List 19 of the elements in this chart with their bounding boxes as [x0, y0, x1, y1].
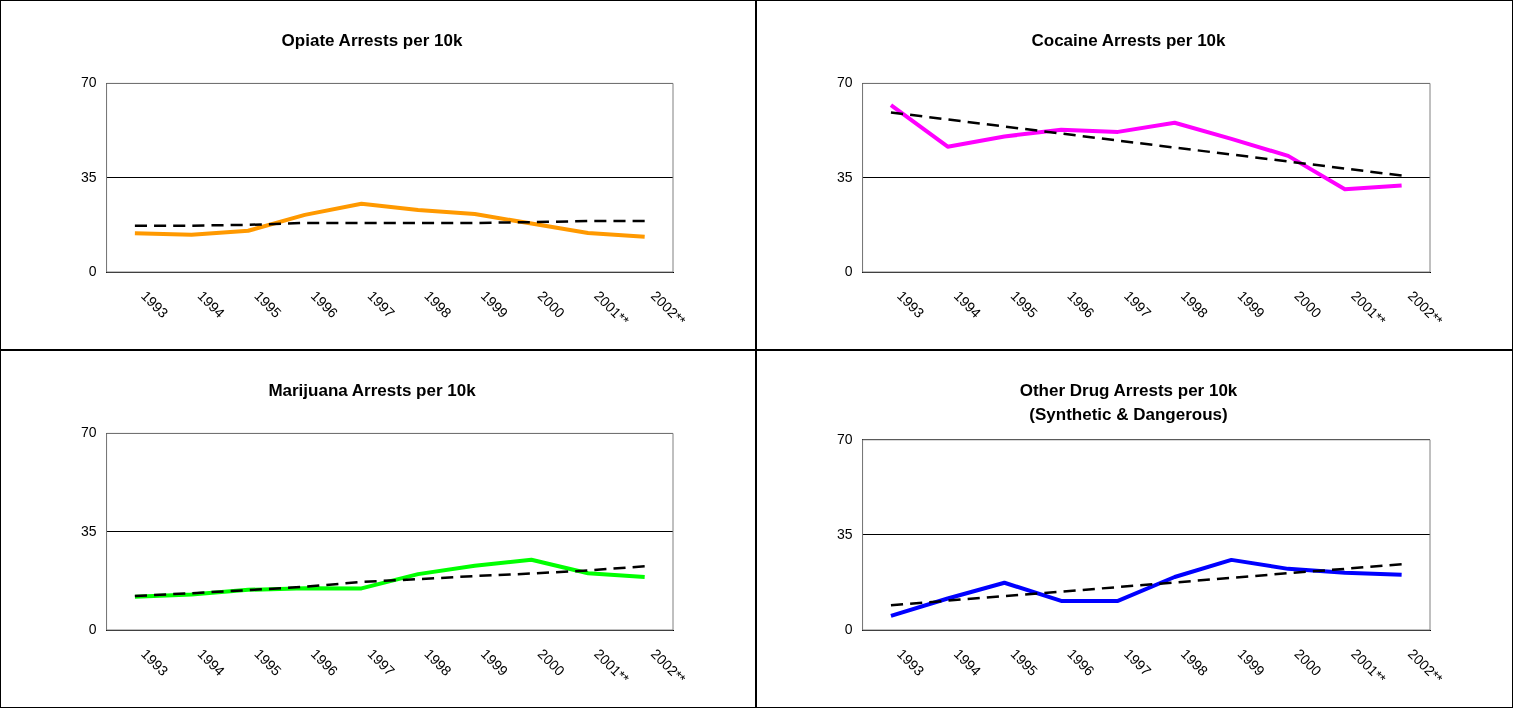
chart-title: Cocaine Arrests per 10k: [1031, 30, 1227, 50]
y-tick-label: 70: [80, 424, 97, 441]
y-tick-label: 35: [836, 168, 853, 185]
y-tick-label: 0: [88, 262, 97, 279]
chart-title: Other Drug Arrests per 10k: [1019, 380, 1238, 400]
y-tick-label: 70: [80, 74, 97, 91]
chart-subtitle: (Synthetic & Dangerous): [1029, 405, 1228, 425]
y-tick-label: 70: [836, 430, 853, 447]
y-tick-label: 0: [844, 620, 853, 637]
y-tick-label: 70: [836, 74, 853, 91]
y-tick-label: 35: [80, 522, 97, 539]
chart-title: Opiate Arrests per 10k: [281, 30, 463, 50]
line-series: [889, 563, 1403, 607]
y-tick-label: 0: [88, 620, 97, 637]
y-tick-label: 0: [844, 262, 853, 279]
y-tick-label: 35: [80, 168, 97, 185]
line-series: [133, 565, 646, 598]
y-tick-label: 35: [836, 525, 853, 542]
chart-title: Marijuana Arrests per 10k: [268, 380, 477, 400]
